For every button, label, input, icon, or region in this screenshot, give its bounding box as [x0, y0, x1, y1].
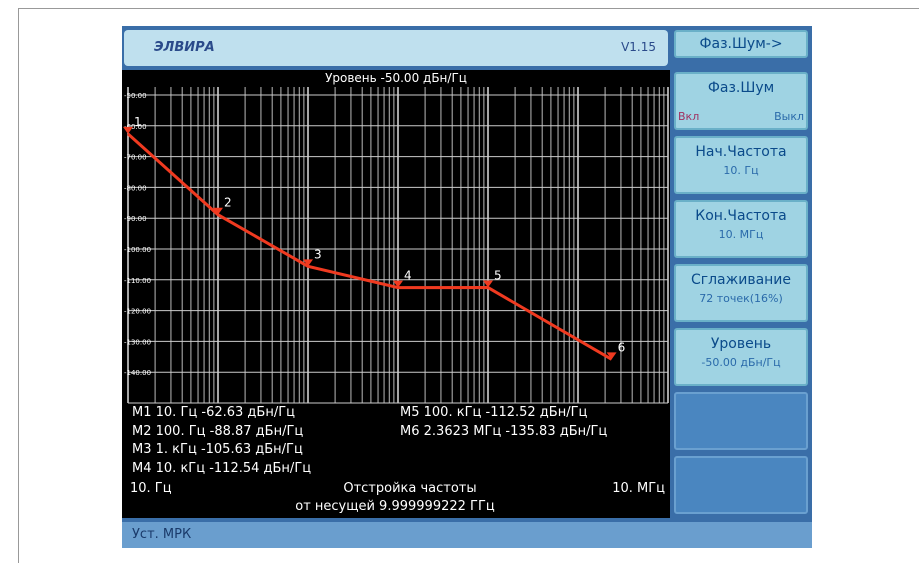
marker-freq-label: 100. Гц — [156, 424, 206, 439]
version: V1.15 — [621, 40, 656, 54]
x-end: 10. МГц — [580, 481, 665, 496]
marker-label: M5 — [400, 405, 420, 420]
y-tick-label: -120.00 — [124, 308, 151, 316]
header-bar: ЭЛВИРА V1.15 — [124, 30, 668, 66]
softkey-blank[interactable] — [674, 392, 808, 450]
y-tick-label: -90.00 — [124, 215, 147, 223]
y-tick-label: -80.00 — [124, 184, 147, 192]
softkey-title: Нач.Частота — [676, 144, 806, 160]
top-button[interactable]: Фаз.Шум-> — [674, 30, 808, 58]
softkey[interactable]: Нач.Частота 10. Гц — [674, 136, 808, 194]
plot-title: Уровень -50.00 дБн/Гц — [325, 71, 467, 85]
x-start: 10. Гц — [130, 481, 172, 496]
marker-label: M3 — [132, 442, 152, 457]
marker-freq-label: 2.3623 МГц — [424, 424, 502, 439]
softkey-off: Выкл — [774, 110, 804, 123]
softkey-title: Сглаживание — [676, 272, 806, 288]
marker-freq-label: 100. кГц — [424, 405, 482, 420]
status-bar: Уст. МРК — [122, 522, 812, 548]
marker-level-label: -105.63 дБн/Гц — [201, 442, 303, 457]
marker-freq-label: 1. кГц — [156, 442, 197, 457]
softkey-title: Фаз.Шум — [676, 80, 806, 96]
softkey-title: Кон.Частота — [676, 208, 806, 224]
status: Уст. МРК — [132, 527, 191, 542]
marker-num: 4 — [404, 269, 412, 283]
marker-level-label: -112.52 дБн/Гц — [486, 405, 588, 420]
marker-num: 1 — [134, 115, 142, 129]
softkey[interactable]: Фаз.Шум Вкл Выкл — [674, 72, 808, 130]
softkey-value: 10. МГц — [676, 228, 806, 241]
softkey[interactable]: Сглаживание 72 точек(16%) — [674, 264, 808, 322]
softkey[interactable]: Уровень -50.00 дБн/Гц — [674, 328, 808, 386]
marker-label: M2 — [132, 424, 152, 439]
marker-row: M4 10. кГц -112.54 дБн/Гц — [132, 461, 311, 476]
marker-label: M1 — [132, 405, 152, 420]
marker-num: 6 — [618, 340, 626, 354]
logo: ЭЛВИРА — [154, 40, 215, 55]
y-tick-label: -130.00 — [124, 338, 151, 346]
softkey-value: 72 точек(16%) — [676, 292, 806, 305]
x-title: Отстройка частоты — [310, 481, 510, 496]
frame-left — [18, 8, 19, 563]
softkey-value: -50.00 дБн/Гц — [676, 356, 806, 369]
marker-row: M5 100. кГц -112.52 дБн/Гц — [400, 405, 587, 420]
marker-num: 2 — [224, 196, 232, 210]
marker-label: M4 — [132, 461, 152, 476]
softkey-on: Вкл — [678, 110, 699, 123]
marker-row: M6 2.3623 МГц -135.83 дБн/Гц — [400, 424, 607, 439]
x-subtitle: от несущей 9.999999222 ГГц — [245, 499, 545, 514]
y-tick-label: -70.00 — [124, 154, 147, 162]
marker-label: M6 — [400, 424, 420, 439]
marker-row: M3 1. кГц -105.63 дБн/Гц — [132, 442, 303, 457]
softkey-value: 10. Гц — [676, 164, 806, 177]
softkey-blank[interactable] — [674, 456, 808, 514]
marker-level-label: -88.87 дБн/Гц — [210, 424, 304, 439]
y-tick-label: -110.00 — [124, 277, 151, 285]
marker-level-label: -62.63 дБн/Гц — [201, 405, 295, 420]
marker-num: 3 — [314, 247, 322, 261]
marker-num: 5 — [494, 269, 502, 283]
marker-level-label: -112.54 дБн/Гц — [209, 461, 311, 476]
softkey-toggle: Вкл Выкл — [676, 110, 806, 123]
page: ЭЛВИРА V1.15 Фаз.Шум-> Уровень -50.00 дБ… — [0, 0, 919, 563]
marker-row: M1 10. Гц -62.63 дБн/Гц — [132, 405, 295, 420]
marker-row: M2 100. Гц -88.87 дБн/Гц — [132, 424, 303, 439]
y-tick-label: -140.00 — [124, 369, 151, 377]
marker-freq-label: 10. Гц — [156, 405, 198, 420]
marker-freq-label: 10. кГц — [156, 461, 205, 476]
y-tick-label: -100.00 — [124, 246, 151, 254]
softkey-title: Уровень — [676, 336, 806, 352]
y-tick-label: -50.00 — [124, 92, 147, 100]
marker-level-label: -135.83 дБн/Гц — [505, 424, 607, 439]
softkey[interactable]: Кон.Частота 10. МГц — [674, 200, 808, 258]
frame-top — [18, 8, 919, 9]
button-label: Фаз.Шум-> — [676, 36, 806, 52]
